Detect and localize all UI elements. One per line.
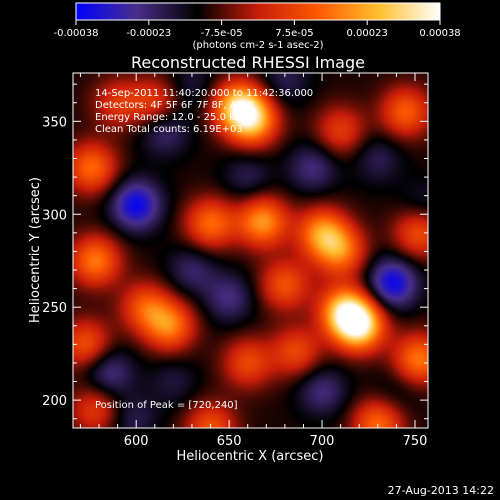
- x-axis-tick-labels: 600 650 700 750: [124, 434, 428, 449]
- colorbar-fill: [75, 2, 441, 21]
- annotation-block: 14-Sep-2011 11:40:20.000 to 11:42:36.000…: [95, 88, 313, 135]
- y-tick-label: 350: [42, 115, 67, 130]
- y-axis-label: Heliocentric Y (arcsec): [28, 177, 43, 323]
- x-tick-label: 750: [403, 434, 428, 449]
- annotation-line: Clean Total counts: 6.19E+03: [95, 124, 243, 135]
- colorbar-tick-labels: -0.00038 -0.00023 -7.5e-05 7.5e-05 0.00023 0.…: [54, 28, 461, 39]
- y-tick-label: 200: [42, 394, 67, 409]
- x-axis-ticks: [79, 73, 416, 428]
- colorbar-tick-label: 0.00038: [419, 28, 460, 39]
- colorbar-tick-label: 7.5e-05: [275, 28, 313, 39]
- date-stamp: 27-Aug-2013 14:22: [388, 484, 494, 497]
- colorbar-tick-label: -0.00023: [126, 28, 171, 39]
- x-tick-label: 700: [310, 434, 335, 449]
- chart-title: Reconstructed RHESSI Image: [131, 53, 365, 72]
- x-axis-label: Heliocentric X (arcsec): [177, 449, 324, 464]
- annotation-line: Detectors: 4F 5F 6F 7F 8F, Att 0: [95, 100, 254, 111]
- x-tick-label: 650: [217, 434, 242, 449]
- x-tick-label: 600: [124, 434, 149, 449]
- y-axis-tick-labels: 200 250 300 350: [42, 115, 67, 409]
- annotation-line: Energy Range: 12.0 - 25.0 keV: [95, 112, 248, 123]
- colorbar-tick-label: -7.5e-05: [201, 28, 243, 39]
- colorbar-tick-label: 0.00023: [347, 28, 388, 39]
- peak-position-label: Position of Peak = [720,240]: [95, 400, 238, 411]
- y-tick-label: 300: [42, 208, 67, 223]
- annotation-line: 14-Sep-2011 11:40:20.000 to 11:42:36.000: [95, 88, 313, 99]
- colorbar-unit-label: (photons cm-2 s-1 asec-2): [192, 40, 323, 51]
- y-tick-label: 250: [42, 301, 67, 316]
- plot-frame: [72, 72, 429, 429]
- colorbar-ticks: [75, 20, 441, 25]
- heatmap-area: [72, 72, 429, 429]
- y-axis-ticks: [73, 83, 428, 420]
- colorbar: -0.00038 -0.00023 -7.5e-05 7.5e-05 0.00023 0.…: [54, 2, 461, 51]
- heatmap-image: [73, 73, 428, 428]
- colorbar-tick-label: -0.00038: [54, 28, 99, 39]
